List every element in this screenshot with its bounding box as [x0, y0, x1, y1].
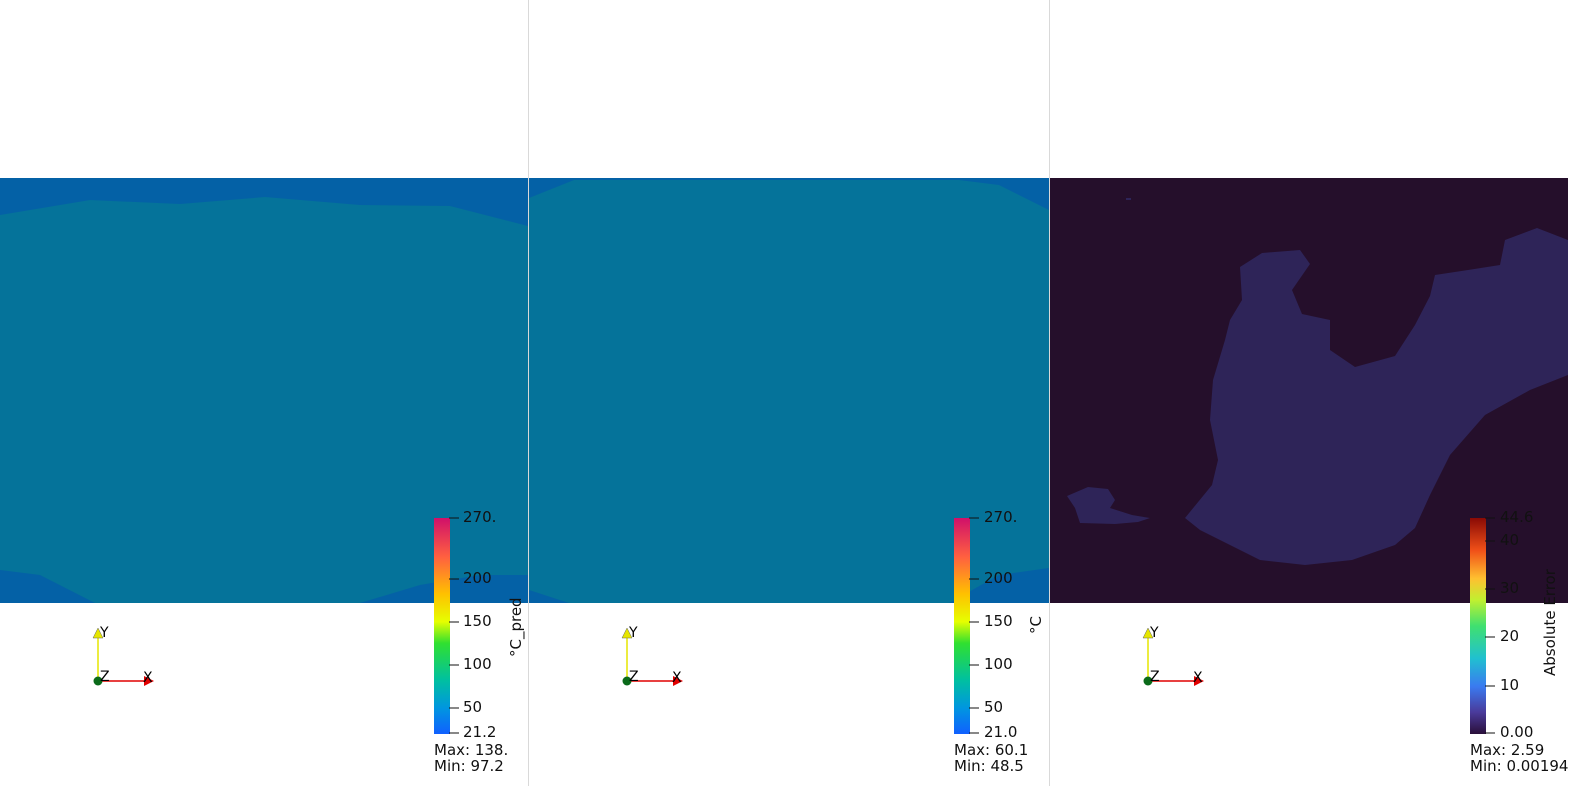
temperature-field-prediction	[0, 178, 528, 603]
color-bar-ticks	[449, 517, 459, 734]
tick-label: 40	[1500, 531, 1520, 549]
tick-label: 270.	[984, 508, 1018, 526]
color-bar-ticks	[969, 517, 979, 734]
axis-label-z: Z	[100, 669, 110, 685]
tick-label: 50	[984, 698, 1004, 716]
tick-label: 0.00	[1500, 723, 1534, 741]
axis-label-y: Y	[1149, 625, 1159, 641]
color-bar-title: Absolute Error	[1541, 569, 1559, 676]
orientation-axes: Y Z X	[621, 625, 683, 686]
color-bar-title: °C	[1027, 616, 1045, 634]
tick-label: 30	[1500, 579, 1520, 597]
tick-label: 21.0	[984, 723, 1018, 741]
viewport-prediction[interactable]: Y Z X	[0, 0, 528, 786]
axis-label-z: Z	[1150, 669, 1160, 685]
tick-label: 20	[1500, 627, 1520, 645]
axis-label-x: X	[143, 670, 153, 686]
min-value: Min: 0.00194	[1470, 757, 1569, 775]
tick-label: 150	[463, 612, 492, 630]
tick-label: 200	[984, 569, 1013, 587]
max-value: Max: 60.1	[954, 741, 1029, 759]
axis-label-z: Z	[629, 669, 639, 685]
orientation-axes: Y Z X	[92, 625, 154, 686]
max-value: Max: 138.	[434, 741, 509, 759]
tick-label: 150	[984, 612, 1013, 630]
tick-label: 100	[984, 655, 1013, 673]
color-bar-title: °C_pred	[507, 597, 525, 657]
viewport-divider[interactable]	[528, 0, 529, 786]
axis-label-x: X	[672, 670, 682, 686]
tick-label: 21.2	[463, 723, 497, 741]
axis-label-y: Y	[99, 625, 109, 641]
viewport-absolute-error[interactable]: Y Z X	[1050, 0, 1582, 786]
color-bar	[434, 518, 450, 734]
min-value: Min: 97.2	[434, 757, 504, 775]
color-bar-ticks	[1485, 517, 1495, 734]
temperature-field-truth	[529, 178, 1049, 603]
axis-label-y: Y	[628, 625, 638, 641]
tick-label: 100	[463, 655, 492, 673]
axis-label-x: X	[1193, 670, 1203, 686]
max-value: Max: 2.59	[1470, 741, 1545, 759]
tick-label: 50	[463, 698, 483, 716]
tick-label: 10	[1500, 676, 1520, 694]
color-bar	[1470, 518, 1486, 734]
tick-label: 200	[463, 569, 492, 587]
tick-label: 270.	[463, 508, 497, 526]
viewport-ground-truth[interactable]: Y Z X 270. 200 150 100 50 21.0 °C Max: 6…	[529, 0, 1049, 786]
min-value: Min: 48.5	[954, 757, 1024, 775]
tick-label: 44.6	[1500, 508, 1534, 526]
viewport-divider[interactable]	[1049, 0, 1050, 786]
orientation-axes: Y Z X	[1142, 625, 1204, 686]
color-bar	[954, 518, 970, 734]
